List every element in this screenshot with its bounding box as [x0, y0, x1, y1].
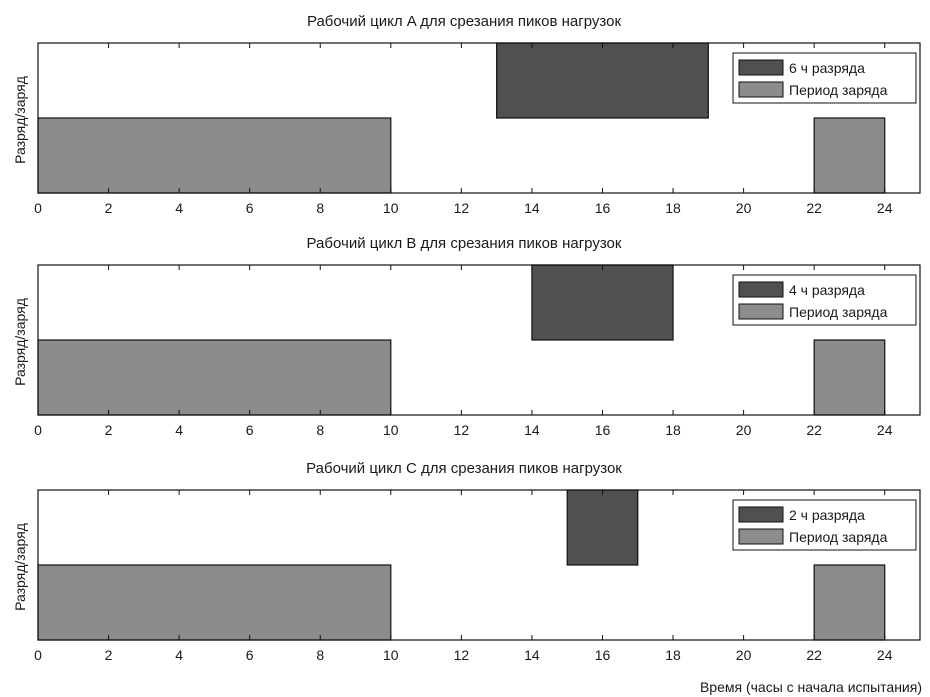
legend-swatch — [738, 81, 784, 98]
x-tick-label: 12 — [454, 647, 470, 663]
x-tick-label: 14 — [524, 422, 540, 438]
x-axis-label: Время (часы с начала испытания) — [700, 679, 922, 695]
y-axis-label: Разряд/заряд — [12, 298, 28, 386]
legend-label: 4 ч разряда — [789, 282, 865, 298]
x-tick-label: 0 — [34, 422, 42, 438]
x-tick-label: 12 — [454, 200, 470, 216]
legend-swatch — [738, 528, 784, 545]
plot-frame — [37, 42, 921, 194]
x-tick-label: 6 — [246, 422, 254, 438]
x-tick-label: 16 — [595, 647, 611, 663]
chart-panel-2: Рабочий цикл B для срезания пиков нагруз… — [12, 235, 921, 438]
x-tick-label: 6 — [246, 647, 254, 663]
x-tick-label: 14 — [524, 200, 540, 216]
x-tick-label: 0 — [34, 200, 42, 216]
x-tick-label: 10 — [383, 200, 399, 216]
bar-charge-2 — [813, 339, 886, 416]
x-tick-label: 8 — [316, 422, 324, 438]
x-tick-label: 4 — [175, 647, 183, 663]
x-tick-label: 2 — [105, 647, 113, 663]
x-tick-label: 12 — [454, 422, 470, 438]
x-tick-label: 22 — [806, 200, 822, 216]
bar-charge-2 — [813, 564, 886, 641]
x-tick-label: 20 — [736, 647, 752, 663]
legend-label: Период заряда — [789, 82, 888, 98]
x-tick-label: 16 — [595, 200, 611, 216]
bar-discharge-1 — [531, 264, 674, 341]
bar-charge-1 — [37, 339, 392, 416]
x-tick-label: 6 — [246, 200, 254, 216]
x-tick-label: 24 — [877, 200, 893, 216]
y-axis-label: Разряд/заряд — [12, 76, 28, 164]
x-tick-label: 10 — [383, 647, 399, 663]
x-tick-label: 18 — [665, 200, 681, 216]
legend-swatch — [738, 506, 784, 523]
x-tick-label: 20 — [736, 422, 752, 438]
x-tick-label: 24 — [877, 647, 893, 663]
bar-charge-1 — [37, 117, 392, 194]
legend-label: Период заряда — [789, 529, 888, 545]
legend-label: 6 ч разряда — [789, 60, 865, 76]
legend: 4 ч разряда Период заряда — [732, 274, 917, 326]
plot-frame — [37, 489, 921, 641]
x-tick-label: 8 — [316, 200, 324, 216]
legend-swatch — [738, 59, 784, 76]
x-tick-label: 14 — [524, 647, 540, 663]
y-axis-label: Разряд/заряд — [12, 523, 28, 611]
x-tick-label: 18 — [665, 422, 681, 438]
bar-discharge-1 — [566, 489, 639, 566]
bar-discharge-1 — [496, 42, 709, 119]
legend-label: Период заряда — [789, 304, 888, 320]
bar-charge-1 — [37, 564, 392, 641]
x-tick-label: 22 — [806, 422, 822, 438]
x-tick-label: 0 — [34, 647, 42, 663]
x-tick-label: 2 — [105, 422, 113, 438]
legend: 6 ч разряда Период заряда — [732, 52, 917, 104]
chart-title: Рабочий цикл C для срезания пиков нагруз… — [306, 460, 622, 477]
x-tick-label: 24 — [877, 422, 893, 438]
x-tick-label: 8 — [316, 647, 324, 663]
legend: 2 ч разряда Период заряда — [732, 499, 917, 551]
x-tick-label: 10 — [383, 422, 399, 438]
x-tick-label: 2 — [105, 200, 113, 216]
legend-swatch — [738, 281, 784, 298]
legend-label: 2 ч разряда — [789, 507, 865, 523]
legend-swatch — [738, 303, 784, 320]
x-tick-label: 20 — [736, 200, 752, 216]
plot-frame — [37, 264, 921, 416]
bar-charge-2 — [813, 117, 886, 194]
x-tick-label: 22 — [806, 647, 822, 663]
x-tick-label: 16 — [595, 422, 611, 438]
x-tick-label: 4 — [175, 422, 183, 438]
chart-panel-3: Рабочий цикл C для срезания пиков нагруз… — [12, 460, 922, 695]
chart-panel-1: Рабочий цикл A для срезания пиков нагруз… — [12, 13, 921, 216]
x-tick-label: 4 — [175, 200, 183, 216]
chart-title: Рабочий цикл B для срезания пиков нагруз… — [307, 235, 622, 252]
x-tick-label: 18 — [665, 647, 681, 663]
chart-title: Рабочий цикл A для срезания пиков нагруз… — [307, 13, 622, 30]
